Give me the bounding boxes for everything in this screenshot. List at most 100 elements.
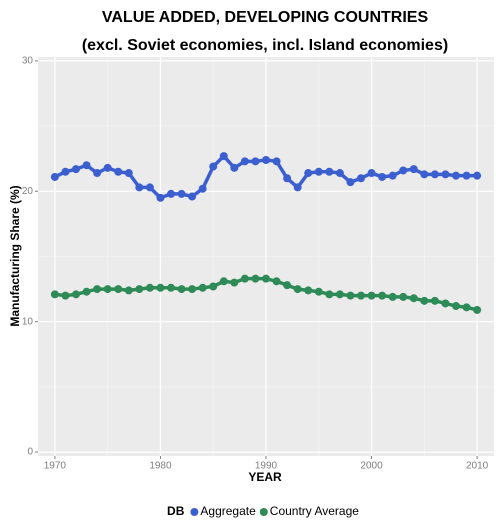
data-point [251, 157, 260, 166]
data-point [82, 287, 91, 296]
data-point [114, 167, 123, 176]
data-point [335, 290, 344, 299]
data-point [304, 169, 313, 178]
data-point [262, 156, 270, 165]
data-point [388, 292, 397, 301]
data-point [325, 290, 334, 299]
data-point [314, 167, 323, 176]
x-axis-title: YEAR [248, 470, 282, 484]
data-point [209, 162, 218, 171]
data-point [314, 287, 323, 296]
data-point [251, 274, 260, 283]
data-point [409, 165, 418, 174]
data-point [409, 294, 418, 303]
data-point [441, 299, 450, 308]
data-point [198, 283, 207, 292]
data-point [177, 189, 186, 198]
data-point [50, 172, 59, 181]
data-point [420, 170, 429, 179]
data-point [346, 178, 355, 187]
data-point [167, 283, 175, 292]
data-point [82, 161, 91, 170]
data-point [399, 166, 408, 175]
legend-label: Country Average [270, 504, 359, 518]
data-point [304, 286, 313, 295]
data-point [420, 296, 429, 305]
y-axis-title: Manufacturing Share (%) [8, 185, 22, 326]
data-point [283, 281, 292, 290]
data-point [357, 174, 365, 183]
data-point [72, 165, 80, 174]
chart-title: VALUE ADDED, DEVELOPING COUNTRIES [102, 9, 429, 26]
x-tick-label: 1970 [44, 461, 67, 472]
data-point [430, 296, 439, 305]
data-point [219, 277, 228, 286]
data-point [240, 274, 249, 283]
x-tick-label: 2000 [360, 461, 383, 472]
data-point [61, 167, 70, 176]
data-point [219, 152, 228, 161]
data-point [188, 192, 197, 201]
data-point [462, 171, 471, 180]
data-point [93, 169, 102, 178]
data-point [135, 183, 144, 192]
data-point [72, 290, 80, 299]
data-point [452, 171, 460, 180]
data-point [367, 291, 376, 300]
x-tick-label: 1980 [149, 461, 172, 472]
data-point [430, 170, 439, 179]
legend-marker [259, 508, 268, 516]
data-point [50, 290, 59, 299]
legend: DB Aggregate Country Average [167, 504, 359, 518]
data-point [335, 169, 344, 178]
data-point [61, 291, 70, 300]
data-point [103, 285, 112, 294]
data-point [188, 285, 197, 294]
data-point [272, 157, 281, 166]
data-point [325, 167, 334, 176]
data-point [452, 302, 460, 311]
chart-subtitle: (excl. Soviet economies, incl. Island ec… [82, 37, 448, 54]
data-point [145, 183, 154, 192]
data-point [378, 291, 387, 300]
legend-label: Aggregate [200, 504, 256, 518]
data-point [145, 283, 154, 292]
data-point [346, 291, 355, 300]
x-tick-label: 2010 [466, 461, 489, 472]
data-point [114, 285, 123, 294]
data-point [230, 163, 239, 172]
data-point [93, 285, 102, 294]
data-point [473, 171, 482, 180]
data-point [399, 292, 408, 301]
data-point [156, 193, 165, 202]
y-tick-label: 20 [22, 186, 34, 197]
data-point [156, 283, 165, 292]
data-point [462, 303, 471, 312]
data-point [124, 169, 133, 178]
y-tick-label: 0 [27, 447, 33, 458]
data-point [293, 183, 302, 192]
data-point [124, 286, 133, 295]
data-point [367, 169, 376, 178]
data-point [230, 278, 239, 287]
legend-marker [190, 508, 199, 516]
y-tick-label: 30 [22, 56, 34, 67]
data-point [272, 277, 281, 286]
data-point [283, 174, 292, 183]
data-point [240, 157, 249, 166]
y-tick-label: 10 [22, 316, 34, 327]
data-point [167, 189, 175, 198]
data-point [441, 170, 450, 179]
data-point [357, 291, 365, 300]
data-point [135, 285, 144, 294]
data-point [262, 274, 270, 283]
data-point [388, 171, 397, 180]
legend-title: DB [167, 504, 185, 518]
data-point [177, 285, 186, 294]
x-tick-label: 1990 [255, 461, 278, 472]
data-point [209, 282, 218, 291]
data-point [198, 184, 207, 193]
data-point [293, 285, 302, 294]
data-point [473, 305, 482, 314]
